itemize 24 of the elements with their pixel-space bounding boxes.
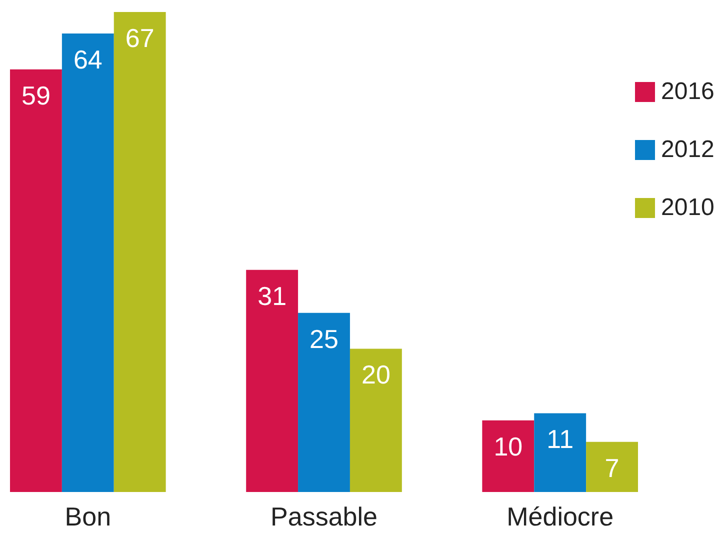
bar [62,33,114,492]
legend-label: 2010 [661,194,714,221]
bar [114,12,166,492]
data-label: 25 [310,324,338,354]
data-label: 11 [546,424,574,454]
x-tick-label: Médiocre [506,502,614,532]
bar [482,420,534,492]
legend-label: 2012 [661,136,714,163]
bar [298,312,350,492]
data-label: 31 [258,280,287,311]
data-label: 10 [494,431,523,462]
bar [534,413,586,492]
legend-label: 2016 [661,78,714,105]
data-label: 67 [125,23,154,53]
bar [246,270,298,492]
bar [10,69,62,492]
data-label: 20 [361,360,390,390]
bar [350,348,402,492]
bar [586,442,638,492]
data-label: 64 [73,44,102,74]
x-tick-label: Passable [270,502,378,532]
data-label: 59 [22,80,50,110]
x-tick-label: Bon [64,502,112,532]
data-label: 7 [604,452,620,483]
